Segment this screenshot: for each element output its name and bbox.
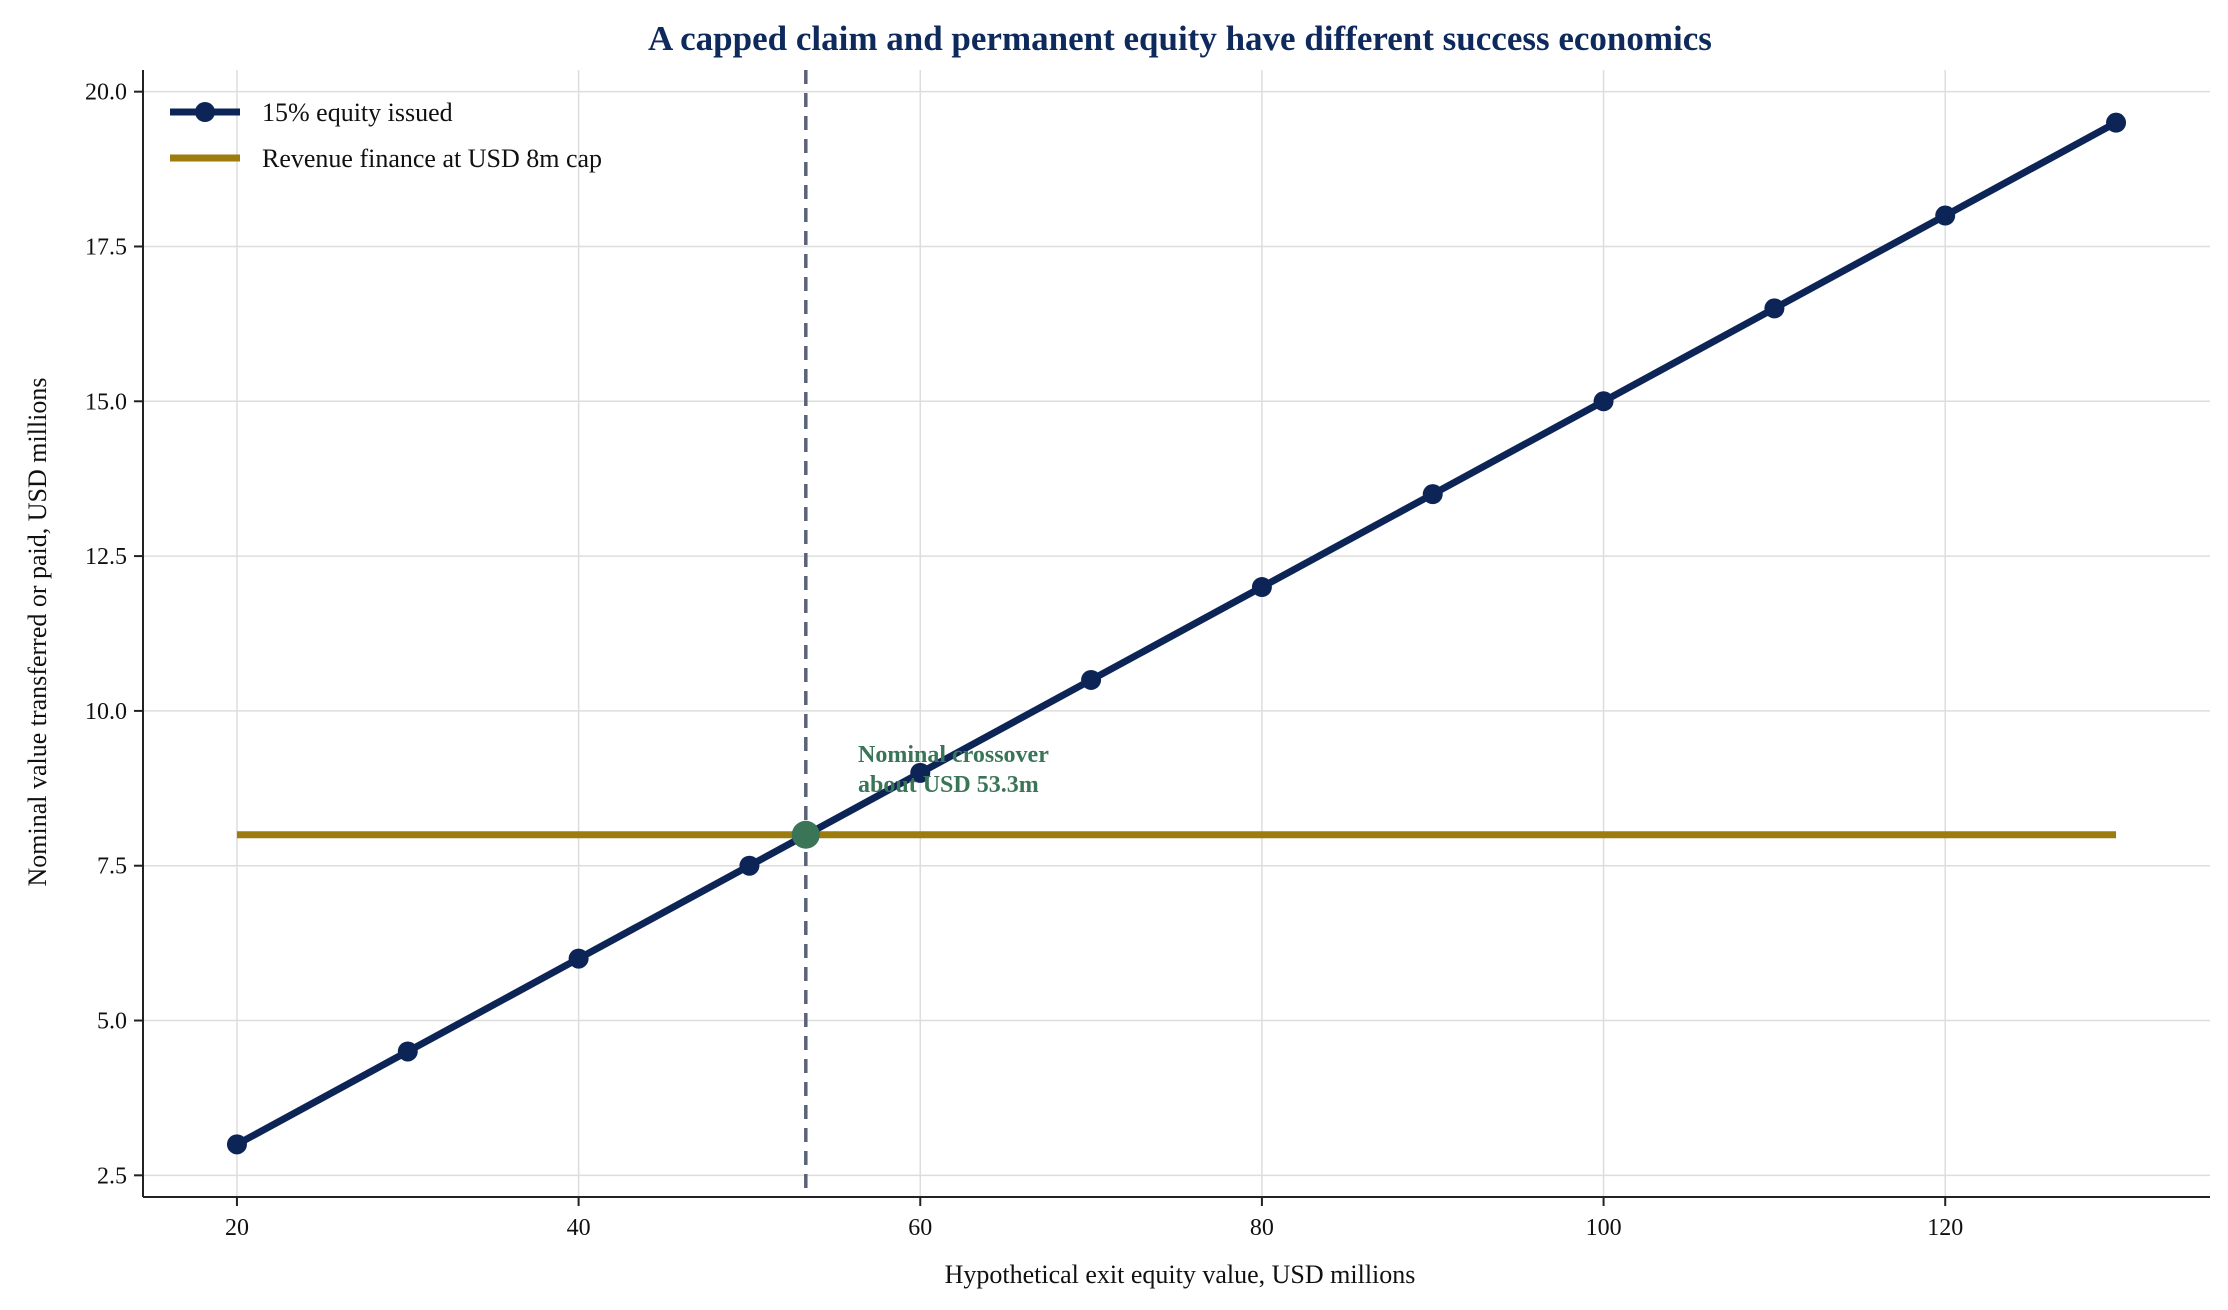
legend-label-equity: 15% equity issued bbox=[262, 98, 453, 127]
legend-label-revenue-finance: Revenue finance at USD 8m cap bbox=[262, 144, 602, 173]
x-tick-label-0: 20 bbox=[225, 1215, 249, 1241]
crossover-point bbox=[791, 820, 820, 849]
series-0-point-6 bbox=[1251, 577, 1272, 598]
y-tick-label-3: 10.0 bbox=[85, 699, 127, 725]
series-0-point-5 bbox=[1081, 669, 1102, 690]
series-line-0 bbox=[235, 119, 2118, 1148]
series-0-point-4 bbox=[910, 762, 931, 783]
series-layer bbox=[226, 112, 2127, 1155]
chart-title: A capped claim and permanent equity have… bbox=[648, 19, 1712, 58]
crossover-point-layer bbox=[791, 820, 820, 849]
x-tick-label-3: 80 bbox=[1250, 1215, 1274, 1241]
x-axis-ticks: 20 40 60 80 100 120 bbox=[225, 1197, 1963, 1241]
x-tick-label-5: 120 bbox=[1927, 1215, 1963, 1241]
y-axis-ticks: 2.5 5.0 7.5 10.0 12.5 15.0 17.5 20.0 bbox=[85, 80, 143, 1189]
x-tick-label-2: 60 bbox=[908, 1215, 932, 1241]
series-0-point-2 bbox=[568, 948, 589, 969]
series-0-point-10 bbox=[1935, 205, 1956, 226]
x-axis-label: Hypothetical exit equity value, USD mill… bbox=[945, 1260, 1416, 1289]
series-0-point-3 bbox=[739, 855, 760, 876]
y-tick-label-5: 15.0 bbox=[85, 389, 127, 415]
y-axis-label: Nominal value transferred or paid, USD m… bbox=[23, 377, 52, 886]
x-tick-label-4: 100 bbox=[1586, 1215, 1622, 1241]
series-0-point-11 bbox=[2106, 112, 2127, 133]
x-tick-label-1: 40 bbox=[567, 1215, 591, 1241]
series-0-point-7 bbox=[1422, 484, 1443, 505]
series-0-point-0 bbox=[226, 1134, 247, 1155]
axes-spines bbox=[142, 70, 2210, 1198]
grid bbox=[143, 70, 2210, 1197]
y-tick-label-4: 12.5 bbox=[85, 544, 127, 570]
crossover-annotation-line-2: about USD 53.3m bbox=[858, 772, 1039, 798]
y-tick-label-1: 5.0 bbox=[97, 1009, 127, 1035]
crossover-annotation-line-1: Nominal crossover bbox=[858, 742, 1049, 768]
series-0-point-1 bbox=[397, 1041, 418, 1062]
y-tick-label-2: 7.5 bbox=[97, 854, 127, 880]
y-tick-label-7: 20.0 bbox=[85, 80, 127, 106]
series-0-point-9 bbox=[1764, 298, 1785, 319]
legend-marker-equity bbox=[195, 102, 215, 122]
series-0-point-8 bbox=[1593, 391, 1614, 412]
y-tick-label-0: 2.5 bbox=[97, 1163, 127, 1189]
legend: 15% equity issued Revenue finance at USD… bbox=[170, 98, 602, 173]
y-tick-label-6: 17.5 bbox=[85, 234, 127, 260]
